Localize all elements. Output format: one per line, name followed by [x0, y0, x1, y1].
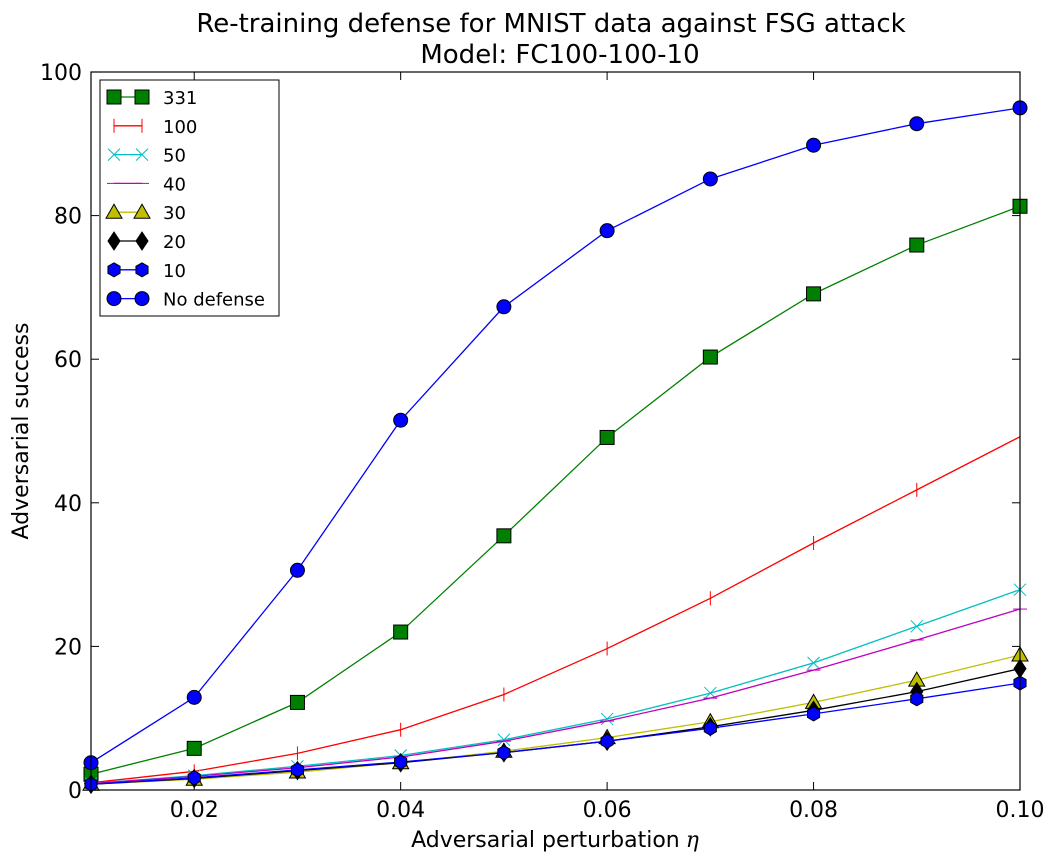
legend-label: 40	[163, 174, 186, 195]
series-100	[90, 429, 1021, 790]
legend-label: 50	[163, 146, 186, 167]
data-point	[910, 619, 924, 633]
series-40	[84, 608, 1027, 785]
y-tick-label: 100	[40, 61, 82, 86]
data-point	[806, 286, 822, 302]
series-331	[83, 198, 1028, 782]
legend-entry: 50	[107, 146, 186, 167]
legend-marker	[107, 231, 121, 251]
legend-entry: 20	[107, 231, 186, 253]
legend-entry: 30	[105, 203, 186, 224]
series-line	[90, 682, 1021, 785]
series-line	[90, 668, 1021, 785]
series-line	[90, 589, 1021, 785]
data-point	[600, 733, 614, 749]
y-tick-label: 0	[68, 779, 82, 804]
data-point	[702, 349, 718, 365]
legend-entry: 40	[107, 174, 186, 195]
data-point	[806, 137, 822, 153]
legend-label: 20	[163, 232, 186, 253]
legend-entry: 10	[107, 261, 186, 282]
x-axis-label-symbol: η	[686, 828, 699, 853]
data-point	[186, 689, 202, 705]
legend-label: 100	[163, 117, 197, 138]
data-point	[599, 429, 615, 445]
legend-marker	[135, 231, 149, 251]
legend-marker	[105, 203, 123, 219]
data-point	[496, 528, 512, 544]
data-point	[497, 733, 511, 747]
data-point	[703, 720, 717, 736]
data-point	[702, 171, 718, 187]
legend-label: 331	[163, 88, 197, 109]
axis-ticks: 0.02 0.04 0.06 0.08 0.10 0 20 40 60 80 100	[40, 61, 1044, 823]
x-tick-label: 0.02	[170, 798, 219, 823]
legend-entry: No defense	[106, 290, 265, 311]
data-point	[497, 745, 511, 761]
legend-label: No defense	[163, 290, 265, 311]
series-30	[82, 646, 1029, 791]
chart-subtitle: Model: FC100-100-10	[420, 40, 699, 70]
series-line	[90, 205, 1021, 775]
legend-marker	[106, 291, 122, 307]
legend-marker	[135, 262, 149, 278]
legend-label: 30	[163, 203, 186, 224]
legend-entry: 331	[106, 88, 197, 109]
y-tick-label: 60	[54, 348, 82, 373]
data-point	[289, 694, 305, 710]
legend-marker	[135, 148, 149, 161]
y-tick-label: 80	[54, 205, 82, 230]
y-tick-label: 40	[54, 492, 82, 517]
series-layer	[82, 100, 1029, 795]
data-point	[910, 691, 924, 707]
legend-marker	[134, 291, 150, 307]
x-tick-label: 0.06	[583, 798, 632, 823]
data-point	[600, 712, 614, 726]
data-point	[496, 299, 512, 315]
series-line	[90, 107, 1021, 764]
data-point	[393, 624, 409, 640]
legend-marker	[106, 89, 122, 105]
legend-marker	[133, 203, 151, 219]
data-point	[806, 706, 821, 722]
series-line	[90, 654, 1021, 785]
data-point	[807, 656, 820, 670]
data-point	[186, 740, 202, 756]
x-tick-label: 0.08	[789, 798, 838, 823]
data-point	[394, 754, 408, 770]
data-point	[290, 762, 305, 778]
data-point	[909, 116, 925, 132]
y-tick-label: 20	[54, 635, 82, 660]
legend-box	[99, 79, 280, 317]
data-point	[909, 237, 925, 253]
y-axis-label: Adversarial success	[9, 323, 34, 540]
x-axis-label-text: Adversarial perturbation	[411, 828, 680, 853]
data-point	[599, 223, 615, 239]
plot-frame	[90, 71, 1021, 791]
x-tick-label: 0.04	[376, 798, 425, 823]
legend-entry: 100	[113, 117, 197, 138]
legend-marker	[107, 262, 121, 278]
legend-label: 10	[163, 261, 186, 282]
data-point	[393, 412, 409, 428]
chart-title: Re-training defense for MNIST data again…	[196, 9, 905, 39]
legend-marker	[107, 148, 121, 161]
legend-marker	[134, 89, 150, 105]
data-point	[289, 562, 305, 578]
x-tick-label: 0.10	[996, 798, 1045, 823]
legend: 331 100 50 40 30 20 10 No defense	[99, 79, 280, 317]
series-line	[90, 436, 1021, 784]
series-line	[90, 608, 1021, 785]
x-axis-label: Adversarial perturbation η	[411, 828, 699, 853]
data-point	[187, 770, 201, 786]
